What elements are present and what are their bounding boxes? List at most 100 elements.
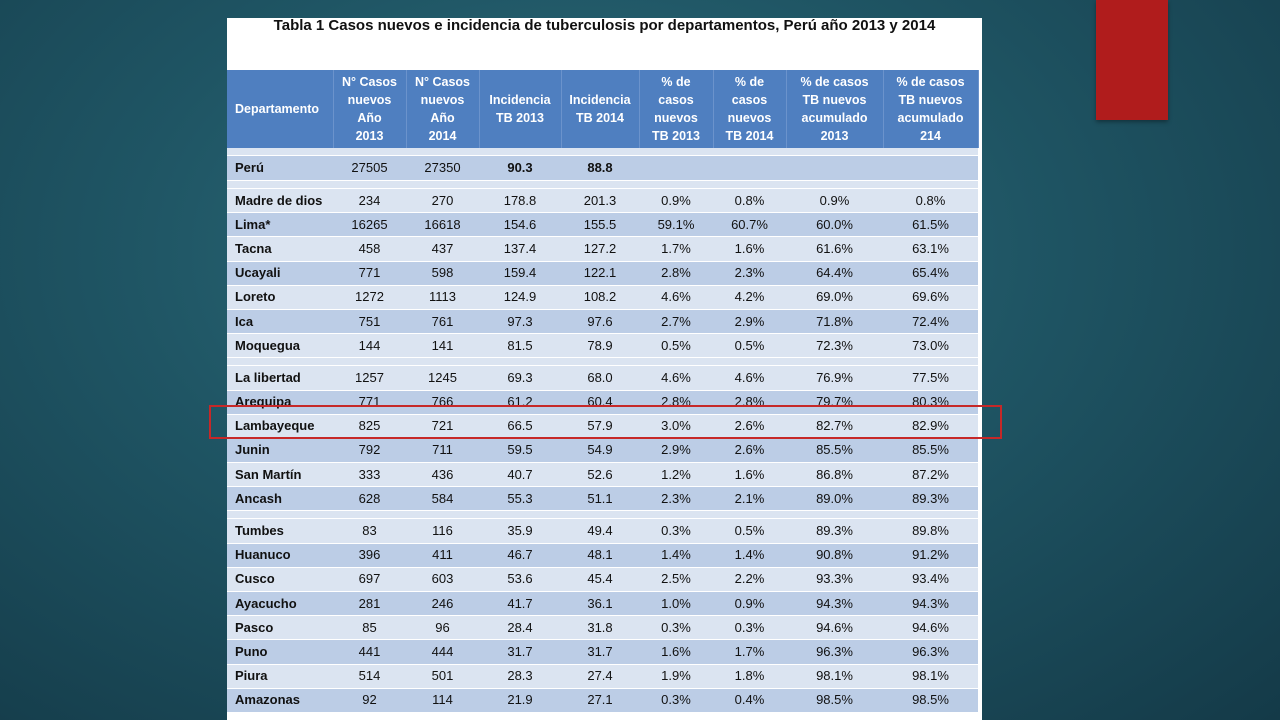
cell-pct-2014: 1.7% bbox=[713, 639, 786, 665]
cell-acum-2013: 86.8% bbox=[786, 462, 883, 488]
cell-empty bbox=[786, 155, 883, 181]
header-casos-2013: N° Casos nuevos Año 2013 bbox=[333, 70, 407, 148]
tuberculosis-table: Departamento N° Casos nuevos Año 2013 N° Ca… bbox=[227, 70, 979, 713]
cell-acum-2014: 85.5% bbox=[883, 438, 978, 464]
cell-departamento: Perú bbox=[227, 155, 333, 181]
cell-pct-2014: 2.2% bbox=[713, 567, 786, 593]
cell-departamento: Amazonas bbox=[227, 688, 333, 713]
cell-incidencia-2013: 59.5 bbox=[479, 438, 561, 464]
cell-pct-2014: 1.6% bbox=[713, 462, 786, 488]
table-row: Ancash 628 584 55.3 51.1 2.3% 2.1% 89.0% 89.3% bbox=[227, 486, 978, 512]
cell-incidencia-2014: 27.1 bbox=[561, 688, 639, 713]
cell-pct-2013: 1.6% bbox=[639, 639, 713, 665]
cell-incidencia-2013: 81.5 bbox=[479, 333, 561, 359]
cell-acum-2014: 69.6% bbox=[883, 285, 978, 310]
cell-acum-2014: 73.0% bbox=[883, 333, 978, 359]
table-row: Junin 792 711 59.5 54.9 2.9% 2.6% 85.5% 85.5% bbox=[227, 438, 978, 464]
cell-departamento: Cusco bbox=[227, 567, 333, 593]
table-row: Ica 751 761 97.3 97.6 2.7% 2.9% 71.8% 72.4% bbox=[227, 309, 978, 335]
cell-casos-2013: 628 bbox=[333, 486, 406, 512]
cell-casos-2013: 1257 bbox=[333, 365, 406, 391]
table-row: Moquegua 144 141 81.5 78.9 0.5% 0.5% 72.3% 73.0% bbox=[227, 333, 978, 359]
cell-pct-2014: 4.2% bbox=[713, 285, 786, 310]
cell-incidencia-2014: 108.2 bbox=[561, 285, 639, 310]
cell-incidencia-2014: 36.1 bbox=[561, 591, 639, 617]
cell-acum-2013: 89.0% bbox=[786, 486, 883, 512]
cell-acum-2013: 93.3% bbox=[786, 567, 883, 593]
cell-incidencia-2014: 127.2 bbox=[561, 236, 639, 262]
cell-empty bbox=[713, 155, 786, 181]
cell-pct-2013: 1.2% bbox=[639, 462, 713, 488]
cell-casos-2014: 437 bbox=[406, 236, 479, 262]
cell-acum-2014: 91.2% bbox=[883, 543, 978, 568]
cell-incidencia-2014: 52.6 bbox=[561, 462, 639, 488]
table-title: Tabla 1 Casos nuevos e incidencia de tub… bbox=[273, 18, 936, 34]
cell-casos-2013: 85 bbox=[333, 615, 406, 641]
cell-casos-2014: 1245 bbox=[406, 365, 479, 391]
table-row: Pasco 85 96 28.4 31.8 0.3% 0.3% 94.6% 94.6% bbox=[227, 615, 978, 641]
cell-pct-2014: 4.6% bbox=[713, 365, 786, 391]
cell-acum-2014: 87.2% bbox=[883, 462, 978, 488]
cell-incidencia-2014: 97.6 bbox=[561, 309, 639, 335]
cell-incidencia-2013: 28.4 bbox=[479, 615, 561, 641]
cell-casos-2013: 27505 bbox=[333, 155, 406, 181]
cell-casos-2014: 246 bbox=[406, 591, 479, 617]
cell-casos-2014: 766 bbox=[406, 390, 479, 415]
cell-pct-2013: 1.9% bbox=[639, 664, 713, 689]
cell-incidencia-2013: 137.4 bbox=[479, 236, 561, 262]
cell-casos-2014: 270 bbox=[406, 188, 479, 214]
cell-incidencia-2014: 60.4 bbox=[561, 390, 639, 415]
cell-incidencia-2013: 21.9 bbox=[479, 688, 561, 713]
cell-casos-2014: 444 bbox=[406, 639, 479, 665]
cell-departamento: Arequipa bbox=[227, 390, 333, 415]
cell-pct-2013: 2.7% bbox=[639, 309, 713, 335]
cell-acum-2013: 85.5% bbox=[786, 438, 883, 464]
cell-acum-2014: 77.5% bbox=[883, 365, 978, 391]
cell-acum-2013: 0.9% bbox=[786, 188, 883, 214]
cell-acum-2014: 98.5% bbox=[883, 688, 978, 713]
cell-departamento: Ancash bbox=[227, 486, 333, 512]
cell-departamento: Puno bbox=[227, 639, 333, 665]
cell-casos-2014: 141 bbox=[406, 333, 479, 359]
cell-casos-2013: 234 bbox=[333, 188, 406, 214]
cell-pct-2013: 1.7% bbox=[639, 236, 713, 262]
cell-pct-2014: 2.1% bbox=[713, 486, 786, 512]
cell-departamento: Loreto bbox=[227, 285, 333, 310]
cell-casos-2014: 598 bbox=[406, 261, 479, 286]
cell-incidencia-2013: 159.4 bbox=[479, 261, 561, 286]
cell-casos-2013: 792 bbox=[333, 438, 406, 464]
table-row: Piura 514 501 28.3 27.4 1.9% 1.8% 98.1% 98.1% bbox=[227, 664, 978, 689]
table-row: Ayacucho 281 246 41.7 36.1 1.0% 0.9% 94.3% 94.3% bbox=[227, 591, 978, 617]
cell-pct-2013: 2.8% bbox=[639, 261, 713, 286]
cell-casos-2013: 771 bbox=[333, 261, 406, 286]
cell-incidencia-2013: 69.3 bbox=[479, 365, 561, 391]
cell-acum-2013: 69.0% bbox=[786, 285, 883, 310]
cell-incidencia-2013: 31.7 bbox=[479, 639, 561, 665]
cell-incidencia-2013: 41.7 bbox=[479, 591, 561, 617]
cell-incidencia-2013: 90.3 bbox=[479, 155, 561, 181]
cell-acum-2014: 61.5% bbox=[883, 212, 978, 238]
spacer-row bbox=[227, 510, 978, 520]
cell-acum-2014: 0.8% bbox=[883, 188, 978, 214]
cell-departamento: Piura bbox=[227, 664, 333, 689]
cell-pct-2014: 2.3% bbox=[713, 261, 786, 286]
table-row: Madre de dios 234 270 178.8 201.3 0.9% 0.8% 0.9… bbox=[227, 188, 978, 214]
cell-incidencia-2014: 31.7 bbox=[561, 639, 639, 665]
header-row: Departamento N° Casos nuevos Año 2013 N° Ca… bbox=[227, 70, 979, 148]
slide-accent-bar bbox=[1096, 0, 1168, 120]
cell-incidencia-2013: 66.5 bbox=[479, 414, 561, 439]
cell-casos-2014: 584 bbox=[406, 486, 479, 512]
cell-pct-2013: 0.3% bbox=[639, 518, 713, 544]
cell-casos-2013: 458 bbox=[333, 236, 406, 262]
cell-pct-2013: 4.6% bbox=[639, 365, 713, 391]
cell-pct-2014: 0.5% bbox=[713, 333, 786, 359]
cell-incidencia-2013: 46.7 bbox=[479, 543, 561, 568]
cell-departamento: Tumbes bbox=[227, 518, 333, 544]
cell-casos-2013: 144 bbox=[333, 333, 406, 359]
cell-casos-2014: 114 bbox=[406, 688, 479, 713]
cell-acum-2013: 79.7% bbox=[786, 390, 883, 415]
cell-acum-2014: 93.4% bbox=[883, 567, 978, 593]
cell-casos-2014: 603 bbox=[406, 567, 479, 593]
cell-departamento: Tacna bbox=[227, 236, 333, 262]
cell-acum-2014: 80.3% bbox=[883, 390, 978, 415]
